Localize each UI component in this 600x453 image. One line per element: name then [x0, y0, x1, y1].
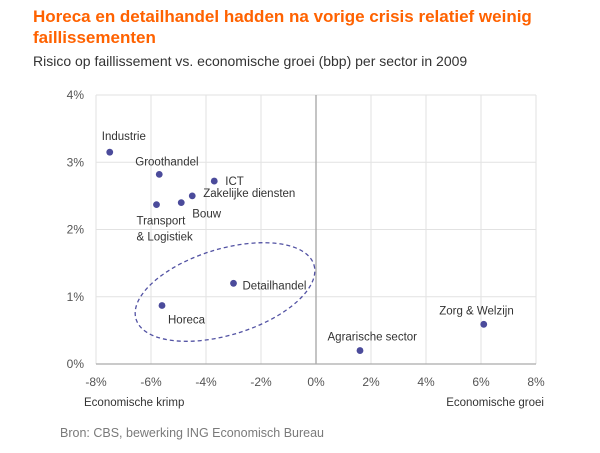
x-tick-label: -4% — [195, 375, 217, 389]
x-tick-label: 8% — [527, 375, 545, 389]
chart-subtitle: Risico op faillissement vs. economische … — [33, 53, 468, 69]
x-tick-label: -6% — [140, 375, 162, 389]
data-point — [155, 170, 163, 178]
data-label: Zorg & Welzijn — [439, 305, 514, 317]
data-point — [230, 279, 237, 287]
y-tick-label: 3% — [67, 155, 85, 169]
data-label: Groothandel — [135, 156, 198, 168]
x-tick-label: 6% — [472, 375, 490, 389]
data-point — [153, 201, 160, 209]
data-label: & Logistiek — [137, 232, 194, 244]
data-label: Agrarische sector — [328, 332, 418, 344]
y-tick-label: 0% — [67, 357, 85, 371]
data-label: Detailhandel — [243, 280, 307, 292]
data-point — [210, 177, 218, 185]
y-tick-label: 1% — [67, 290, 85, 304]
data-point — [158, 302, 166, 309]
y-tick-label: 4% — [67, 88, 85, 102]
x-annotation-left: Economische krimp — [84, 397, 184, 409]
x-tick-label: 0% — [307, 375, 325, 389]
x-tick-label: -2% — [250, 375, 272, 389]
data-point — [188, 192, 196, 200]
data-point — [356, 347, 364, 354]
data-label: Industrie — [102, 131, 146, 143]
data-point — [177, 199, 185, 207]
scatter-chart: 0% 1% 2% 3% 4% -8% -6% -4% -2% 0% 2% 4% 6% 8% Economis… — [67, 88, 545, 409]
x-tick-label: 2% — [362, 375, 380, 389]
x-annotation-right: Economische groei — [446, 397, 544, 409]
data-label: Zakelijke diensten — [203, 188, 295, 200]
data-label: Horeca — [168, 314, 206, 326]
highlight-ellipse — [134, 242, 316, 342]
x-tick-label: -8% — [85, 375, 107, 389]
y-tick-label: 2% — [67, 223, 85, 237]
data-point — [480, 320, 488, 328]
data-label: ICT — [225, 176, 244, 188]
source-note: Bron: CBS, bewerking ING Economisch Bure… — [60, 426, 325, 440]
data-point — [106, 148, 114, 156]
x-tick-label: 4% — [417, 375, 435, 389]
page-title: Horeca en detailhandel hadden na vorige … — [33, 7, 532, 47]
data-label: Transport — [137, 216, 187, 228]
data-label: Bouw — [192, 209, 221, 221]
